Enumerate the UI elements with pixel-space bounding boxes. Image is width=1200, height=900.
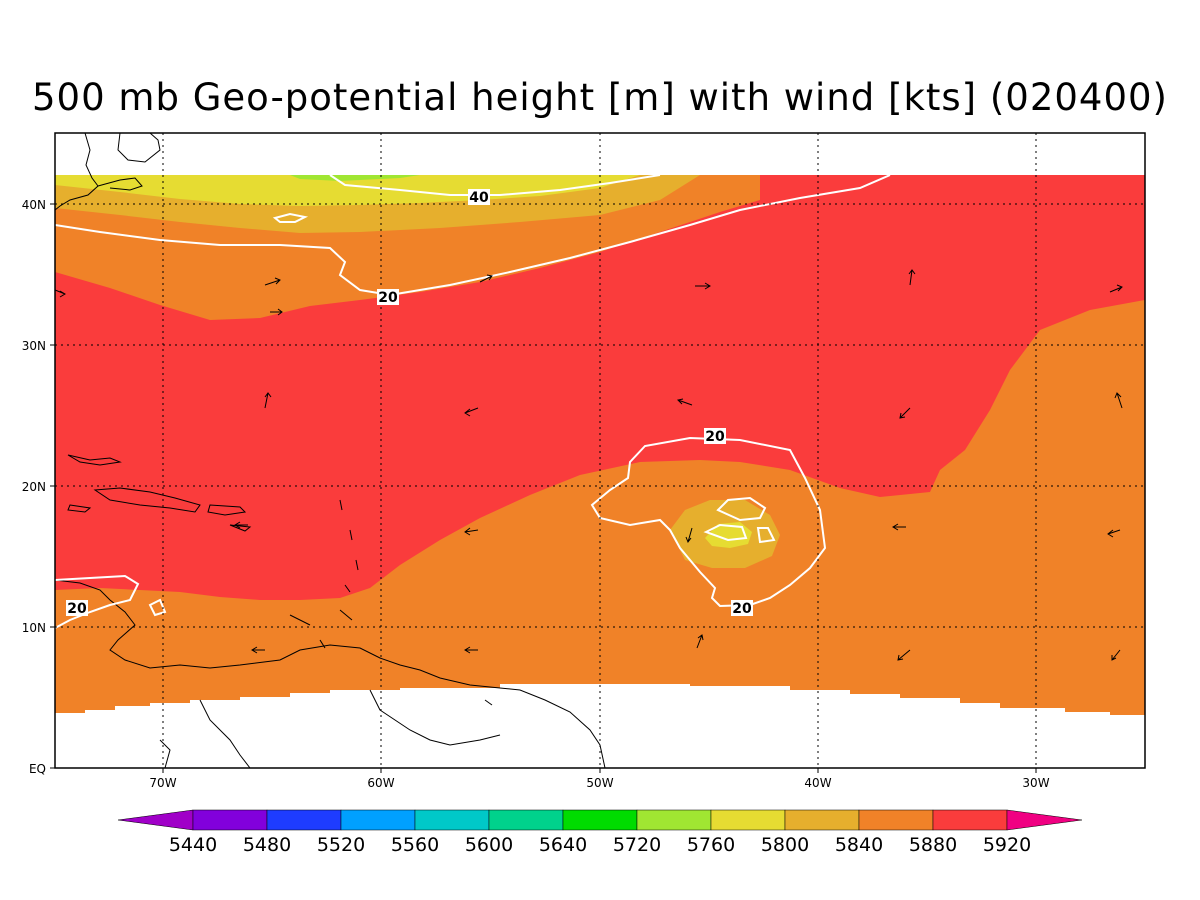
wind-arrows [55, 269, 1123, 661]
height-field [55, 133, 1145, 768]
lon-label: 40W [804, 776, 831, 790]
colorbar-label: 5840 [835, 834, 883, 856]
lat-label: 20N [22, 480, 46, 494]
colorbar-label: 5440 [169, 834, 217, 856]
colorbar-label: 5880 [909, 834, 957, 856]
colorbar-label: 5480 [243, 834, 291, 856]
contour-label: 40 [468, 189, 490, 206]
map-title: 500 mb Geo-potential height [m] with win… [32, 76, 1168, 119]
band-5800 [55, 175, 640, 206]
graticule [55, 133, 1145, 768]
lon-label: 60W [367, 776, 394, 790]
colorbar-label: 5560 [391, 834, 439, 856]
colorbar-label: 5800 [761, 834, 809, 856]
colorbar-segment [636, 809, 712, 831]
band-5800-patch [705, 522, 752, 548]
contour-label-text: 20 [732, 601, 752, 617]
colorbar-segment [340, 809, 416, 831]
colorbar-segment [488, 809, 564, 831]
colorbar-label: 5640 [539, 834, 587, 856]
colorbar: 5440 5480 5520 5560 5600 5640 5720 5760 … [117, 809, 1083, 856]
contour-label-text: 20 [705, 429, 725, 445]
colorbar-label: 5720 [613, 834, 661, 856]
contour-label-text: 40 [469, 190, 489, 206]
colorbar-segment [784, 809, 860, 831]
contour-label: 20 [704, 428, 726, 445]
colorbar-segment [932, 809, 1008, 831]
contour-labels: 40 20 20 20 20 [66, 189, 753, 617]
colorbar-under-triangle [117, 809, 194, 831]
band-5760 [290, 175, 420, 181]
colorbar-segment [562, 809, 638, 831]
colorbar-segment [192, 809, 268, 831]
lon-label: 70W [149, 776, 176, 790]
lat-label: EQ [29, 762, 46, 776]
contour-label-text: 20 [378, 290, 398, 306]
lon-label: 50W [586, 776, 613, 790]
colorbar-segment [858, 809, 934, 831]
lat-label: 40N [22, 198, 46, 212]
coastlines [55, 133, 606, 768]
lat-label: 10N [22, 621, 46, 635]
tick-marks [50, 203, 1037, 773]
colorbar-label: 5520 [317, 834, 365, 856]
contour-label-text: 20 [67, 601, 87, 617]
colorbar-label: 5600 [465, 834, 513, 856]
colorbar-over-triangle [1006, 809, 1083, 831]
colorbar-segment [414, 809, 490, 831]
band-5920 [55, 175, 1145, 600]
contour-label: 20 [377, 289, 399, 306]
contour-label: 20 [731, 600, 753, 617]
colorbar-label: 5760 [687, 834, 735, 856]
lon-label: 30W [1022, 776, 1049, 790]
lat-label: 30N [22, 339, 46, 353]
colorbar-label: 5920 [983, 834, 1031, 856]
colorbar-segment [710, 809, 786, 831]
colorbar-segment [266, 809, 342, 831]
contour-label: 20 [66, 600, 88, 617]
